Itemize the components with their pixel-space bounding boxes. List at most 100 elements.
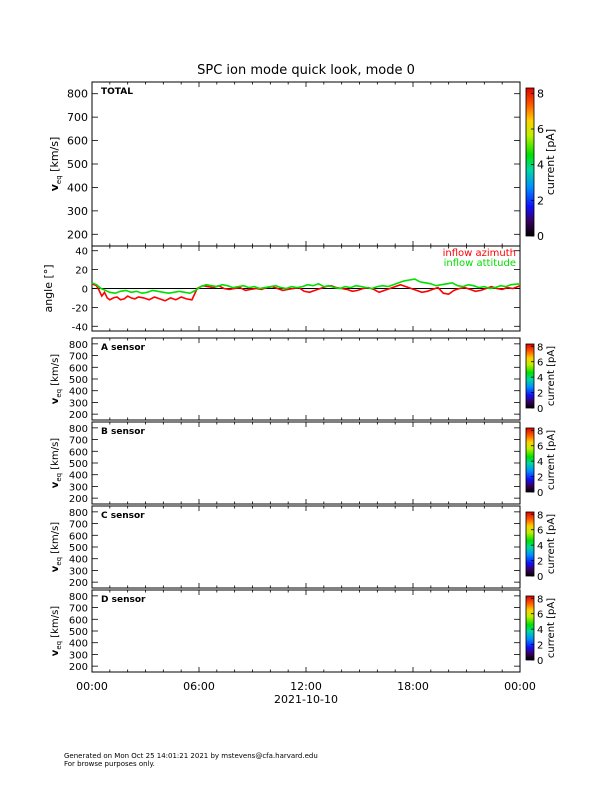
- y-tick-label: 300: [69, 650, 88, 661]
- y-tick-label: 200: [69, 578, 88, 589]
- x-tick-label: 18:00: [397, 680, 429, 693]
- colorbar-tick-label: 2: [537, 194, 544, 207]
- y-axis-label: veq [km/s]: [50, 438, 63, 488]
- y-tick-label: 0: [82, 285, 88, 296]
- colorbar-tick-label: 4: [537, 625, 543, 636]
- panel-label: D sensor: [101, 595, 146, 605]
- y-tick-label: 700: [69, 604, 88, 615]
- panel-total: 200 300 400 500 600 700 800 TOTAL veq [km/s] 0 2 4 6…: [48, 81, 557, 247]
- colorbar-tick-label: 6: [537, 442, 543, 453]
- y-axis-label: veq [km/s]: [50, 606, 63, 656]
- colorbar-tick-label: 6: [537, 358, 543, 369]
- colorbar-tick-label: 6: [537, 610, 543, 621]
- footer: Generated on Mon Oct 25 14:01:21 2021 by…: [64, 752, 318, 768]
- colorbar-tick-label: 8: [537, 426, 543, 437]
- y-tick-label: -20: [72, 303, 88, 314]
- colorbar-tick-label: 2: [537, 389, 543, 400]
- y-tick-label: 600: [69, 363, 88, 374]
- colorbar: [525, 427, 535, 493]
- y-tick-label: 700: [69, 520, 88, 531]
- panel-frame-b: [91, 421, 521, 505]
- series-line-inflow-azimuth: [91, 283, 521, 302]
- x-tick-label: 00:00: [504, 680, 536, 693]
- colorbar-label: current [pA]: [546, 598, 557, 658]
- colorbar-label: current [pA]: [546, 346, 557, 406]
- y-tick-label: 500: [69, 375, 88, 386]
- y-tick-label: -40: [72, 322, 88, 333]
- y-tick-label: 300: [69, 566, 88, 577]
- y-tick-label: 600: [69, 615, 88, 626]
- colorbar-label: current [pA]: [546, 430, 557, 490]
- spc-quicklook-chart: SPC ion mode quick look, mode 0 20030040…: [42, 63, 557, 706]
- legend-entry: inflow azimuth: [443, 248, 516, 259]
- colorbar-label: current [pA]: [544, 129, 557, 195]
- y-tick-label: 400: [69, 639, 88, 650]
- y-tick-label: 700: [67, 111, 88, 124]
- colorbar-tick-label: 4: [537, 541, 543, 552]
- series-line-inflow-attitude: [91, 278, 521, 295]
- y-tick-label: 400: [69, 555, 88, 566]
- panel-frame-total: [91, 81, 521, 247]
- colorbar-tick-label: 6: [537, 123, 544, 136]
- colorbar-tick-label: 0: [537, 230, 544, 243]
- y-tick-label: 400: [69, 387, 88, 398]
- y-tick-label: 300: [69, 398, 88, 409]
- colorbar-tick-label: 0: [537, 572, 543, 583]
- y-tick-label: 500: [69, 459, 88, 470]
- chart-title: SPC ion mode quick look, mode 0: [197, 63, 415, 78]
- colorbar-tick-label: 0: [537, 656, 543, 667]
- y-tick-label: 400: [69, 471, 88, 482]
- y-axis-label: veq [km/s]: [50, 354, 63, 404]
- footer-browse-note: For browse purposes only.: [64, 760, 155, 768]
- legend-entry: inflow attitude: [444, 258, 516, 269]
- x-tick-label: 12:00: [290, 680, 322, 693]
- y-axis-label: veq [km/s]: [50, 522, 63, 572]
- y-tick-label: 800: [67, 88, 88, 101]
- colorbar-tick-label: 2: [537, 473, 543, 484]
- y-tick-label: 600: [67, 135, 88, 148]
- y-tick-label: 200: [69, 494, 88, 505]
- colorbar-tick-label: 0: [537, 404, 543, 415]
- colorbar-tick-label: 8: [537, 594, 543, 605]
- x-date-label: 2021-10-10: [274, 693, 338, 706]
- y-tick-label: 200: [69, 410, 88, 421]
- colorbar-tick-label: 4: [537, 373, 543, 384]
- y-axis-label: angle [°]: [42, 264, 55, 312]
- y-tick-label: 700: [69, 436, 88, 447]
- y-tick-label: 200: [69, 662, 88, 673]
- y-tick-label: 300: [69, 482, 88, 493]
- colorbar-tick-label: 2: [537, 641, 543, 652]
- y-tick-label: 800: [69, 424, 88, 435]
- panel-label: C sensor: [101, 511, 145, 521]
- colorbar: [525, 511, 535, 577]
- y-tick-label: 800: [69, 508, 88, 519]
- colorbar-tick-label: 8: [537, 510, 543, 521]
- y-axis-label: veq [km/s]: [48, 137, 63, 192]
- panel-angle: -40 -20 0 20 40 angle [°] inflow azimuthinflow…: [42, 245, 521, 333]
- panel-label: B sensor: [101, 427, 145, 437]
- y-tick-label: 40: [75, 247, 88, 258]
- colorbar-tick-label: 2: [537, 557, 543, 568]
- colorbar-tick-label: 0: [537, 488, 543, 499]
- y-tick-label: 500: [69, 627, 88, 638]
- footer-generated-line: Generated on Mon Oct 25 14:01:21 2021 by…: [64, 752, 318, 760]
- colorbar-label: current [pA]: [546, 514, 557, 574]
- colorbar-tick-label: 8: [537, 342, 543, 353]
- y-tick-label: 400: [67, 181, 88, 194]
- colorbar-tick-label: 6: [537, 526, 543, 537]
- colorbar: [525, 87, 535, 237]
- y-tick-label: 600: [69, 447, 88, 458]
- y-tick-label: 800: [69, 592, 88, 603]
- y-tick-label: 800: [69, 340, 88, 351]
- colorbar: [525, 343, 535, 409]
- panel-label: A sensor: [101, 343, 146, 353]
- y-tick-label: 200: [67, 228, 88, 241]
- y-tick-label: 600: [69, 531, 88, 542]
- y-tick-label: 700: [69, 352, 88, 363]
- colorbar-tick-label: 4: [537, 159, 544, 172]
- x-tick-label: 06:00: [183, 680, 215, 693]
- y-tick-label: 500: [67, 158, 88, 171]
